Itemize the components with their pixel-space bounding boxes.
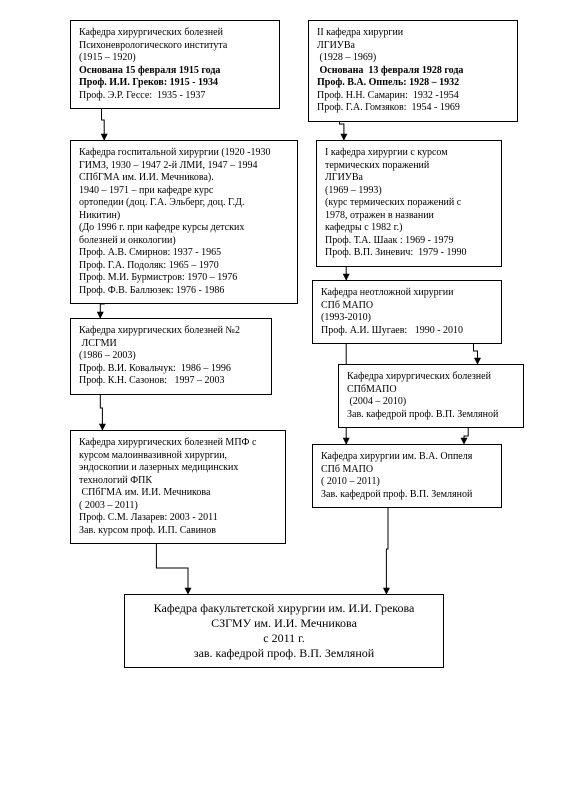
node-r1: II кафедра хирургииЛГИУВа (1928 – 1969) … xyxy=(308,20,518,122)
node-r1-line-0: II кафедра хирургии xyxy=(317,27,509,40)
node-l1: Кафедра хирургических болезнейПсихоневро… xyxy=(70,20,280,109)
node-r2-line-6: кафедры с 1982 г.) xyxy=(325,222,493,235)
node-l3-line-0: Кафедра хирургических болезней №2 xyxy=(79,325,263,338)
node-l1-line-3: Основана 15 февраля 1915 года xyxy=(79,65,271,78)
node-r1-line-3: Основана 13 февраля 1928 года xyxy=(317,65,509,78)
node-l2-line-6: (До 1996 г. при кафедре курсы детских xyxy=(79,222,289,235)
node-r2-line-5: 1978, отражен в названии xyxy=(325,210,493,223)
node-r2-line-3: (1969 – 1993) xyxy=(325,185,493,198)
node-final-line-1: СЗГМУ им. И.И. Мечникова xyxy=(133,616,435,631)
node-r2-line-1: термических поражений xyxy=(325,160,493,173)
node-r5-line-1: СПб МАПО xyxy=(321,464,493,477)
node-l4-line-7: Зав. курсом проф. И.П. Савинов xyxy=(79,525,277,538)
node-r3-line-3: Проф. А.И. Шугаев: 1990 - 2010 xyxy=(321,325,493,338)
node-l4-line-1: курсом малоинвазивной хирургии, xyxy=(79,450,277,463)
node-l4-line-3: технологий ФПК xyxy=(79,475,277,488)
node-r4: Кафедра хирургических болезнейСПбМАПО (2… xyxy=(338,364,524,428)
node-l2-line-7: болезней и онкологии) xyxy=(79,235,289,248)
node-l4: Кафедра хирургических болезней МПФ скурс… xyxy=(70,430,286,544)
node-r5-line-3: Зав. кафедрой проф. В.П. Земляной xyxy=(321,489,493,502)
node-r2-line-8: Проф. В.П. Зиневич: 1979 - 1990 xyxy=(325,247,493,260)
node-r3: Кафедра неотложной хирургииСПб МАПО(1993… xyxy=(312,280,502,344)
node-r5-line-0: Кафедра хирургии им. В.А. Оппеля xyxy=(321,451,493,464)
node-l3-line-3: Проф. В.И. Ковальчук: 1986 – 1996 xyxy=(79,363,263,376)
node-final-line-2: с 2011 г. xyxy=(133,631,435,646)
node-r3-line-1: СПб МАПО xyxy=(321,300,493,313)
node-r3-line-2: (1993-2010) xyxy=(321,312,493,325)
node-l2-line-4: ортопедии (доц. Г.А. Эльберг, доц. Г.Д. xyxy=(79,197,289,210)
node-l4-line-5: ( 2003 – 2011) xyxy=(79,500,277,513)
node-final-line-0: Кафедра факультетской хирургии им. И.И. … xyxy=(133,601,435,616)
node-r2-line-0: I кафедра хирургии с курсом xyxy=(325,147,493,160)
node-l1-line-5: Проф. Э.Р. Гессе: 1935 - 1937 xyxy=(79,90,271,103)
node-l2-line-2: СПбГМА им. И.И. Мечникова). xyxy=(79,172,289,185)
node-final: Кафедра факультетской хирургии им. И.И. … xyxy=(124,594,444,668)
node-r2: I кафедра хирургии с курсомтермических п… xyxy=(316,140,502,267)
node-r2-line-7: Проф. Т.А. Шаак : 1969 - 1979 xyxy=(325,235,493,248)
edge-l4-final xyxy=(156,542,188,594)
node-l4-line-0: Кафедра хирургических болезней МПФ с xyxy=(79,437,277,450)
node-l4-line-2: эндоскопии и лазерных медицинских xyxy=(79,462,277,475)
node-r4-line-1: СПбМАПО xyxy=(347,384,515,397)
edge-r5-final xyxy=(386,504,388,594)
node-l1-line-4: Проф. И.И. Греков: 1915 - 1934 xyxy=(79,77,271,90)
node-r1-line-5: Проф. Н.Н. Самарин: 1932 -1954 xyxy=(317,90,509,103)
node-r3-line-0: Кафедра неотложной хирургии xyxy=(321,287,493,300)
node-l2-line-0: Кафедра госпитальной хирургии (1920 -193… xyxy=(79,147,289,160)
node-l4-line-6: Проф. С.М. Лазарев: 2003 - 2011 xyxy=(79,512,277,525)
node-l2-line-3: 1940 – 1971 – при кафедре курс xyxy=(79,185,289,198)
node-l2-line-8: Проф. А.В. Смирнов: 1937 - 1965 xyxy=(79,247,289,260)
node-l1-line-0: Кафедра хирургических болезней xyxy=(79,27,271,40)
node-l2-line-11: Проф. Ф.В. Баллюзек: 1976 - 1986 xyxy=(79,285,289,298)
node-r4-line-0: Кафедра хирургических болезней xyxy=(347,371,515,384)
node-l1-line-1: Психоневрологического института xyxy=(79,40,271,53)
node-l1-line-2: (1915 – 1920) xyxy=(79,52,271,65)
node-final-line-3: зав. кафедрой проф. В.П. Земляной xyxy=(133,646,435,661)
node-l2-line-9: Проф. Г.А. Подоляк: 1965 – 1970 xyxy=(79,260,289,273)
node-r1-line-2: (1928 – 1969) xyxy=(317,52,509,65)
node-r2-line-4: (курс термических поражений с xyxy=(325,197,493,210)
node-l3-line-2: (1986 – 2003) xyxy=(79,350,263,363)
node-r4-line-2: (2004 – 2010) xyxy=(347,396,515,409)
node-r5-line-2: ( 2010 – 2011) xyxy=(321,476,493,489)
node-l2-line-1: ГИМЗ, 1930 – 1947 2-й ЛМИ, 1947 – 1994 xyxy=(79,160,289,173)
node-l2-line-5: Никитин) xyxy=(79,210,289,223)
edge-r4-r5 xyxy=(464,428,468,444)
node-l4-line-4: СПбГМА им. И.И. Мечникова xyxy=(79,487,277,500)
node-l2: Кафедра госпитальной хирургии (1920 -193… xyxy=(70,140,298,304)
node-l3-line-4: Проф. К.Н. Сазонов: 1997 – 2003 xyxy=(79,375,263,388)
node-r4-line-3: Зав. кафедрой проф. В.П. Земляной xyxy=(347,409,515,422)
node-r5: Кафедра хирургии им. В.А. ОппеляСПб МАПО… xyxy=(312,444,502,508)
node-l2-line-10: Проф. М.И. Бурмистров: 1970 – 1976 xyxy=(79,272,289,285)
node-r2-line-2: ЛГИУВа xyxy=(325,172,493,185)
node-r1-line-6: Проф. Г.А. Гомзяков: 1954 - 1969 xyxy=(317,102,509,115)
node-l3-line-1: ЛСГМИ xyxy=(79,338,263,351)
node-r1-line-1: ЛГИУВа xyxy=(317,40,509,53)
node-l3: Кафедра хирургических болезней №2 ЛСГМИ(… xyxy=(70,318,272,395)
node-r1-line-4: Проф. В.А. Оппель: 1928 – 1932 xyxy=(317,77,509,90)
